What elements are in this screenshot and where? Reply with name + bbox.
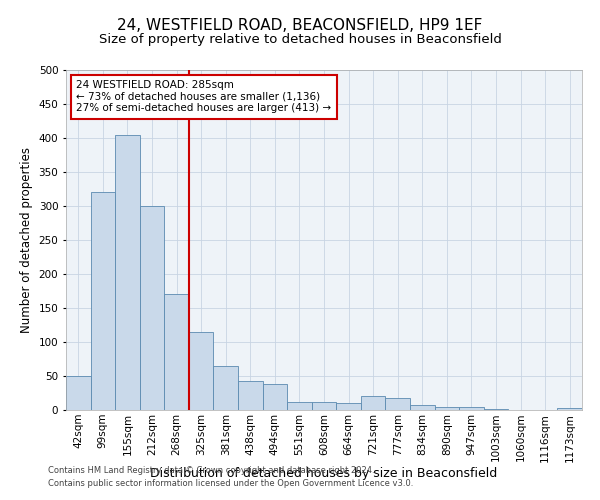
Bar: [189, 332, 214, 410]
Y-axis label: Number of detached properties: Number of detached properties: [20, 147, 33, 333]
Bar: [115, 134, 140, 410]
Text: Contains public sector information licensed under the Open Government Licence v3: Contains public sector information licen…: [48, 478, 413, 488]
Bar: [66, 376, 91, 410]
Bar: [410, 404, 434, 410]
Bar: [312, 402, 336, 410]
Bar: [164, 294, 189, 410]
Bar: [385, 398, 410, 410]
Bar: [459, 406, 484, 410]
Bar: [91, 192, 115, 410]
Bar: [557, 408, 582, 410]
Bar: [214, 366, 238, 410]
Bar: [287, 402, 312, 410]
Bar: [140, 206, 164, 410]
Text: 24, WESTFIELD ROAD, BEACONSFIELD, HP9 1EF: 24, WESTFIELD ROAD, BEACONSFIELD, HP9 1E…: [118, 18, 482, 32]
Bar: [238, 382, 263, 410]
Bar: [336, 403, 361, 410]
X-axis label: Distribution of detached houses by size in Beaconsfield: Distribution of detached houses by size …: [151, 467, 497, 480]
Bar: [361, 396, 385, 410]
Text: Size of property relative to detached houses in Beaconsfield: Size of property relative to detached ho…: [98, 32, 502, 46]
Bar: [434, 406, 459, 410]
Bar: [263, 384, 287, 410]
Bar: [484, 408, 508, 410]
Text: 24 WESTFIELD ROAD: 285sqm
← 73% of detached houses are smaller (1,136)
27% of se: 24 WESTFIELD ROAD: 285sqm ← 73% of detac…: [76, 80, 331, 114]
Text: Contains HM Land Registry data © Crown copyright and database right 2024.: Contains HM Land Registry data © Crown c…: [48, 466, 374, 475]
